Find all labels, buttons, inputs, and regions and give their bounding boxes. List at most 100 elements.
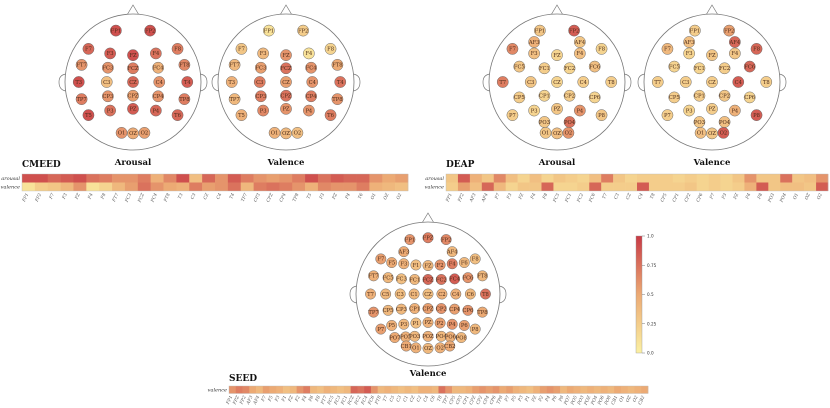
electrode-cz: CZ [422,288,434,300]
electrode-o1: O1 [539,126,552,139]
electrode-p3: P3 [528,104,541,117]
electrode-f3: F3 [104,47,117,60]
electrode-marker [562,126,575,139]
electrode-cz: CZ [280,76,292,88]
heatmap-cell [708,182,721,191]
strip-tick-label: F6 [308,395,316,403]
electrode-label: FC6 [744,64,755,70]
electrode-label: T3 [228,80,235,86]
electrode-label: F4 [305,51,313,57]
strip-tick-label: P2 [538,395,545,403]
strip-tick-label: F7 [261,395,269,403]
heatmap-cell [720,182,733,191]
heatmap-cell [86,182,100,191]
electrode-marker [410,259,422,271]
electrode-marker [324,43,337,55]
electrode-marker [449,303,461,315]
heatmap-cell [60,174,74,183]
heatmap-cell [357,386,365,394]
electrode-marker [435,274,447,285]
strip-tick-label: CPZ [266,192,275,203]
heatmap-cell [804,182,817,191]
electrode-label: P1 [413,321,420,327]
heatmap-cell [395,182,409,191]
heatmap-cell [249,386,257,394]
heatmap-cell [589,174,602,183]
electrode-marker [228,59,241,71]
electrode-f8: F8 [595,43,608,55]
strip-tick-label: OZ [805,192,813,201]
heatmap-cell [240,182,254,191]
heatmap-cell [469,182,483,191]
heatmap-cell [330,386,338,394]
electrode-label: F3 [531,51,538,57]
strip-tick-label: T6 [358,193,365,200]
electrode-cp4: CP4 [449,303,461,315]
heatmap-cell [418,386,426,394]
electrode-label: FC1 [409,277,420,283]
right-ear [623,73,632,92]
electrode-f5: F5 [386,257,398,269]
strip-tick-label: P3 [517,395,524,403]
electrode-label: C3 [397,292,404,298]
electrode-label: AF3 [397,249,409,255]
electrode-marker [171,43,184,55]
heatmap-cell [684,174,697,183]
electrode-oz: OZ [127,127,139,140]
electrode-label: CP1 [409,306,420,312]
heatmap-cell [457,174,471,183]
strip-tick-label: F8 [542,193,550,201]
heatmap-cell [34,182,49,191]
electrode-fp1: FP1 [404,234,416,246]
strip-tick-label: O2 [632,395,639,403]
heatmap-cell [317,182,332,191]
electrode-pz: PZ [422,316,434,328]
electrode-label: O1 [697,131,705,137]
electrode-marker [446,258,458,270]
electrode-o1: O1 [268,126,281,139]
strip-tick-label: CP3 [253,193,261,204]
electrode-marker [280,49,292,62]
heatmap-cell [317,174,332,183]
strip-tick-label: POZ [583,394,592,407]
colorbar: 1.0 0.75 0.5 0.25 0.0 [635,234,657,356]
electrode-oz: OZ [422,342,434,354]
strip-tick-label: P8 [558,395,565,403]
electrode-c3: C3 [253,76,266,88]
electrode-ft7: FT7 [228,59,241,71]
electrode-tp8: TP8 [178,93,191,105]
electrode-label: O2 [720,131,728,137]
electrode-marker [82,109,95,121]
heatmap-cell [343,386,351,394]
electrode-marker [462,272,474,284]
electrode-cp1: CP1 [538,89,551,102]
strip-tick-label: F4 [530,193,538,201]
heatmap-cell [541,174,554,183]
strip-tick-label: TP8 [292,193,300,203]
electrode-label: CZ [282,80,290,86]
electrode-label: FPZ [423,236,434,242]
electrode-marker [410,317,422,329]
electrode-marker [679,76,692,88]
electrode-marker [257,104,270,117]
electrode-label: T7 [499,80,506,86]
electrode-ft8: FT8 [331,59,344,71]
electrode-po3: PO3 [693,116,706,128]
colorbar-gradient [635,235,643,354]
electrode-fz: FZ [280,49,292,62]
electrode-label: AF4 [446,249,458,255]
heatmap-cell [660,182,674,191]
electrode-label: CZ [708,80,716,86]
heatmap-cell [124,174,139,183]
electrode-marker [410,342,422,354]
strip-tick-label: CZ [409,394,417,403]
electrode-f8: F8 [324,43,337,55]
strip-tick-label: FP1 [445,193,454,204]
electrode-marker [524,76,537,88]
electrode-marker [386,319,398,331]
strip-tick-label: CP4 [483,395,491,406]
electrode-marker [253,76,266,88]
strip-tick-label: FC6 [367,395,376,407]
electrode-cp5: CP5 [668,91,681,104]
electrode-label: F4 [449,262,457,268]
